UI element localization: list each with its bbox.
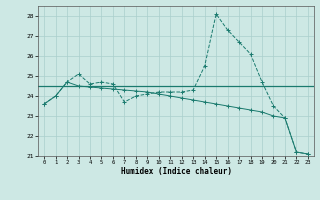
X-axis label: Humidex (Indice chaleur): Humidex (Indice chaleur) xyxy=(121,167,231,176)
